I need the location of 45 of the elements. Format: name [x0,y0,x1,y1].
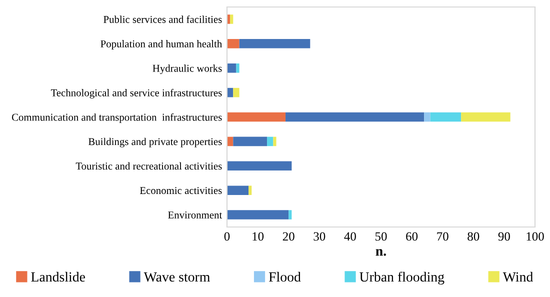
x-tick-label: 80 [468,232,480,241]
legend-label: Urban flooding [360,272,444,284]
bar [430,112,462,122]
y-tick-label: Buildings and private properties [88,138,222,148]
legend-label: Flood [268,272,301,282]
bar [227,186,249,195]
y-tick-label: Public services and facilities [104,16,222,23]
bar [230,14,234,24]
x-tick-label: 10 [252,232,264,241]
x-tick-label: 70 [437,232,448,241]
bar [424,112,430,122]
y-tick-label: Economic activities [140,187,222,194]
bar [227,39,240,48]
y-tick-label: Environment [168,211,222,218]
bar [233,88,240,98]
x-tick-label: 90 [498,232,510,241]
bar [233,136,268,146]
legend-label: Wind [502,272,533,282]
bar [288,210,292,220]
x-axis-title: n. [376,249,386,256]
y-tick-label: Communication and transportation infrastructures [12,113,222,123]
bar [286,112,424,122]
y-tick-label: Hydraulic works [152,64,222,74]
bar [248,186,252,195]
y-tick-label: Population and human health [100,40,222,50]
x-tick-label: 60 [406,232,418,241]
bar [273,136,276,146]
legend-label: Wave storm [144,272,210,282]
bar [267,136,274,146]
legend-label: Landslide [31,272,86,282]
bar [227,112,286,122]
bar [236,63,240,73]
bar [227,63,236,73]
bar [227,210,289,220]
x-tick-label: 50 [375,232,387,241]
bar [227,161,292,171]
x-tick-label: 0 [224,232,230,241]
x-tick-label: 100 [526,232,544,241]
bar [461,112,510,122]
x-tick-label: 30 [314,232,326,241]
y-tick-label: Touristic and recreational activities [76,162,222,170]
y-tick-label: Technological and service infrastructures [50,88,222,98]
x-tick-label: 40 [344,232,356,241]
bar [239,39,310,48]
x-tick-label: 20 [282,232,294,241]
